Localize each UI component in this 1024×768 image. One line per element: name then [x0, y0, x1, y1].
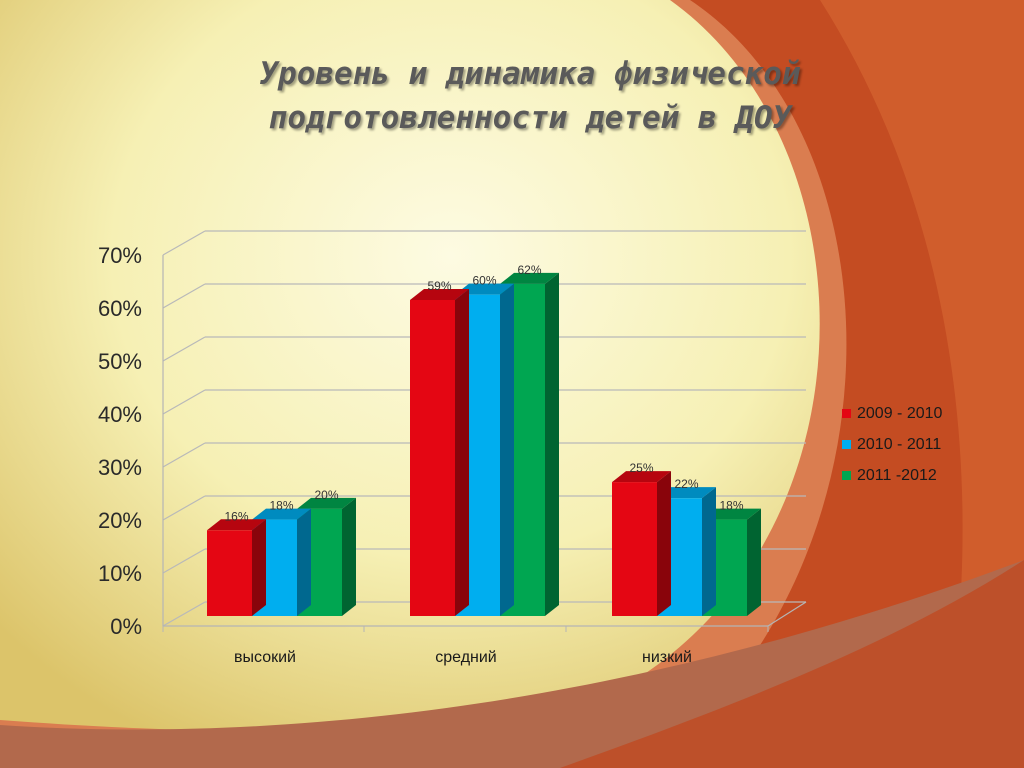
gridline-depth — [162, 389, 206, 415]
category-label: высокий — [234, 649, 296, 666]
data-label: 16% — [224, 509, 248, 523]
legend-swatch — [842, 440, 851, 449]
bar-top — [500, 272, 559, 284]
bar-side — [657, 471, 671, 616]
gridline-depth — [162, 495, 206, 521]
y-tick-label: 10% — [98, 561, 142, 586]
data-label: 18% — [269, 499, 293, 513]
bar-top — [297, 497, 356, 509]
legend-item: 2011 -2012 — [842, 460, 942, 491]
legend-swatch — [842, 471, 851, 480]
data-label: 62% — [517, 263, 541, 277]
gridline-depth — [162, 601, 206, 627]
bar-side — [455, 289, 469, 616]
legend-label: 2010 - 2011 — [857, 435, 942, 453]
chart-labels: 16% 18% 20% 59% 60% 62% 25% 22% 18% — [224, 263, 743, 523]
bar-side — [252, 519, 266, 616]
bar-top — [252, 508, 311, 520]
x-axis-depth — [767, 601, 807, 627]
bar — [410, 300, 455, 616]
gridline-depth — [162, 230, 206, 256]
legend-label: 2009 - 2010 — [857, 404, 943, 422]
bar-side — [747, 508, 761, 616]
category-label: средний — [435, 649, 497, 666]
bar-top — [702, 508, 761, 520]
bar-top — [455, 283, 514, 295]
bar-side — [342, 497, 356, 616]
y-tick-label: 70% — [98, 243, 142, 268]
chart-legend: 2009 - 2010 2010 - 2011 2011 -2012 — [842, 398, 942, 491]
bar-side — [702, 487, 716, 616]
y-tick-label: 20% — [98, 508, 142, 533]
data-label: 18% — [719, 499, 743, 513]
category-label: низкий — [642, 649, 692, 666]
chart-axes: 0% 10% 20% 30% 40% 50% 60% 70% высокий средний низ… — [98, 243, 807, 666]
gridline-depth — [162, 283, 206, 309]
legend-item: 2009 - 2010 — [842, 398, 942, 429]
bar — [207, 530, 252, 616]
y-tick-label: 0% — [110, 614, 142, 639]
bar-top — [657, 487, 716, 499]
bar-top — [410, 289, 469, 300]
bar-side — [500, 283, 514, 616]
bar-top — [207, 519, 266, 531]
data-label: 22% — [674, 477, 698, 491]
data-label: 25% — [629, 461, 653, 475]
bar — [612, 482, 657, 616]
y-tick-label: 40% — [98, 402, 142, 427]
chart-bars — [207, 272, 761, 616]
data-label: 60% — [472, 274, 496, 288]
gridline-depth — [162, 336, 206, 362]
data-label: 20% — [314, 488, 338, 502]
chart-title: Уровень и динамика физической подготовле… — [259, 56, 801, 136]
bar-side — [545, 272, 559, 616]
y-tick-label: 30% — [98, 455, 142, 480]
y-tick-label: 50% — [98, 349, 142, 374]
bar-side — [297, 508, 311, 616]
data-label: 59% — [427, 279, 451, 293]
legend-item: 2010 - 2011 — [842, 429, 942, 460]
legend-label: 2011 -2012 — [857, 466, 937, 484]
gridline-depth — [162, 548, 206, 574]
gridline-depth — [162, 442, 206, 468]
bar-top — [612, 471, 671, 483]
y-tick-label: 60% — [98, 296, 142, 321]
legend-swatch — [842, 409, 851, 418]
